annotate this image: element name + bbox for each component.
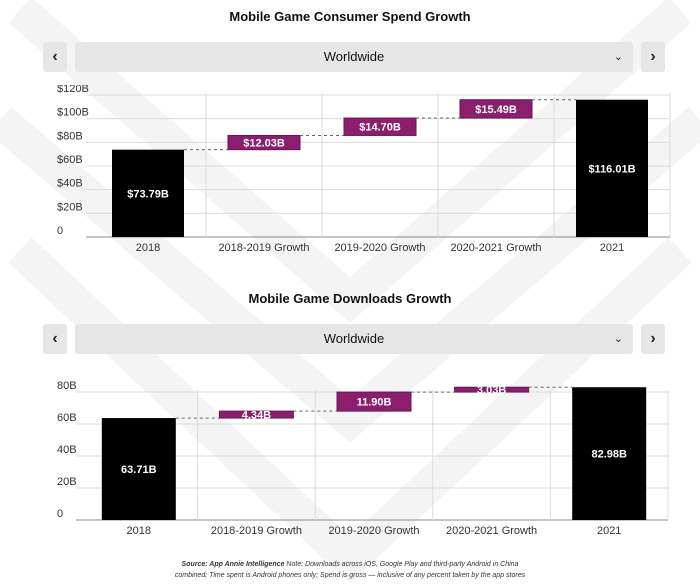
spend-waterfall-chart: 0 $20B $40B $60B $80B $100B $120B $73.79B 2018 $1… (57, 85, 671, 254)
y-tick-label: $20B (57, 201, 83, 213)
next-button-spend[interactable]: › (641, 42, 665, 72)
data-label: 11.90B (357, 397, 392, 409)
chevron-left-icon: ‹ (52, 48, 58, 65)
data-bar (336, 391, 412, 412)
x-tick-label: 2020-2021 Growth (450, 242, 541, 254)
x-tick-label: 2018 (136, 242, 160, 254)
data-bar (572, 387, 647, 520)
y-tick-label: $60B (57, 154, 83, 166)
chart-title-downloads: Mobile Game Downloads Growth (248, 291, 452, 306)
y-tick-label: $100B (57, 107, 89, 119)
data-label: $116.01B (588, 163, 635, 175)
region-select-value: Worldwide (323, 331, 385, 346)
data-bar (112, 149, 184, 237)
prev-button-spend[interactable]: ‹ (43, 42, 67, 72)
data-label: $73.79B (127, 188, 169, 200)
y-tick-label: 60B (57, 412, 77, 424)
next-button-downloads[interactable]: › (641, 324, 665, 354)
y-tick-label: $40B (57, 178, 83, 190)
x-tick-label: 2019-2020 Growth (334, 242, 425, 254)
data-label: 4.34B (242, 410, 271, 422)
y-tick-label: 0 (57, 508, 63, 520)
data-label: $15.49B (475, 104, 517, 116)
data-bar (227, 134, 301, 151)
x-tick-label: 2018 (127, 525, 151, 537)
x-tick-label: 2020-2021 Growth (446, 525, 537, 537)
chevron-right-icon: › (650, 48, 656, 65)
region-select-downloads[interactable]: Worldwide ⌄ (75, 324, 633, 354)
data-bar (576, 99, 648, 237)
y-tick-label: 40B (57, 444, 77, 456)
region-select-spend[interactable]: Worldwide ⌄ (75, 42, 633, 72)
x-tick-label: 2021 (597, 525, 621, 537)
y-tick-label: $120B (57, 85, 89, 95)
data-label: 3.03B (477, 385, 506, 397)
data-label: 82.98B (591, 449, 627, 461)
y-tick-label: $80B (57, 130, 83, 142)
data-bar (343, 117, 417, 136)
data-bar (101, 418, 176, 520)
x-tick-label: 2018-2019 Growth (218, 242, 309, 254)
chart-title-spend: Mobile Game Consumer Spend Growth (229, 9, 471, 24)
data-label: 63.71B (121, 464, 157, 476)
y-tick-label: 0 (57, 225, 63, 237)
downloads-waterfall-chart: 0 20B 40B 60B 80B 63.71B 2018 4.34B 2018-2019 Gr… (57, 380, 669, 537)
source-label: Source: App Annie Intelligence (181, 561, 285, 568)
prev-button-downloads[interactable]: ‹ (43, 324, 67, 354)
source-note: Source: App Annie Intelligence Note: Dow… (0, 559, 700, 581)
x-tick-label: 2021 (600, 242, 624, 254)
region-select-value: Worldwide (323, 49, 385, 64)
chevron-left-icon: ‹ (52, 330, 58, 347)
data-bar (218, 410, 294, 419)
y-tick-label: 80B (57, 380, 77, 392)
data-bar (459, 99, 533, 119)
data-bar (454, 386, 530, 393)
x-tick-label: 2018-2019 Growth (211, 525, 302, 537)
chevron-down-icon: ⌄ (613, 333, 623, 345)
data-label: $12.03B (243, 138, 285, 150)
source-line-2: combined; Time spent is Android phones o… (174, 572, 526, 579)
chevron-down-icon: ⌄ (613, 51, 623, 63)
x-tick-label: 2019-2020 Growth (328, 525, 419, 537)
chevron-right-icon: › (650, 330, 656, 347)
y-tick-label: 20B (57, 476, 77, 488)
source-line-1: Note: Downloads across iOS, Google Play … (284, 561, 519, 568)
data-label: $14.70B (359, 122, 401, 134)
